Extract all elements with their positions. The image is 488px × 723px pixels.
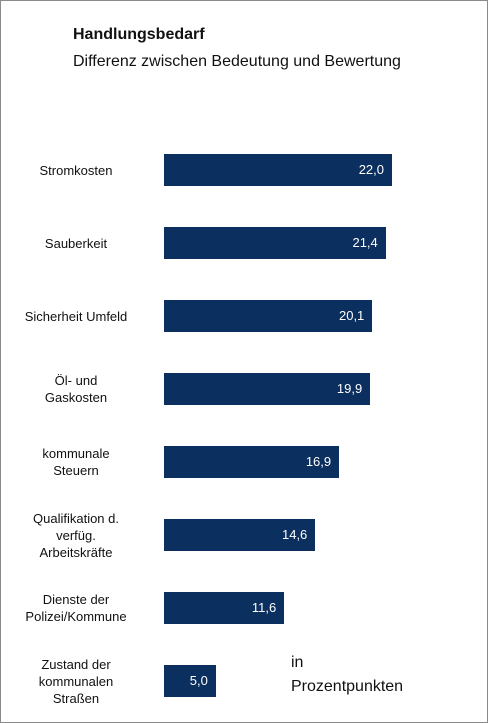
- category-label-line: Polizei/Kommune: [25, 609, 127, 624]
- bar: 16,9: [164, 446, 340, 478]
- category-label-line: Zustand der: [41, 656, 111, 672]
- category-label-line: Sicherheit Umfeld: [24, 308, 128, 324]
- category-label: Sauberkeit: [1, 235, 151, 252]
- category-label-line: Arbeitskräfte: [39, 544, 113, 560]
- category-label-line: Sauberkeit: [44, 235, 108, 251]
- category-label-line: Stromkosten: [39, 162, 113, 178]
- chart-subtitle: Differenz zwischen Bedeutung und Bewertu…: [73, 53, 401, 70]
- category-label-line: Gaskosten: [44, 390, 108, 405]
- category-label: Öl- und Gaskosten: [1, 372, 151, 406]
- bar-value-label: 22,0: [358, 162, 384, 177]
- category-label-line: kommunale: [42, 446, 110, 461]
- bar-value-label: 5,0: [189, 673, 208, 688]
- bar: 14,6: [164, 519, 316, 551]
- bar-value-label: 19,9: [336, 381, 363, 396]
- category-label-line: verfüg.: [56, 527, 96, 543]
- category-label: Stromkosten: [1, 162, 151, 179]
- category-label-line: Qualifikation d.: [33, 510, 119, 526]
- category-label-line: Steuern: [53, 463, 99, 478]
- bar-value-label: 21,4: [352, 235, 378, 250]
- unit-label: in Prozentpunkten: [291, 651, 403, 699]
- category-label: Qualifikation d. verfüg. Arbeitskräfte: [1, 510, 151, 561]
- category-label: kommunale Steuern: [1, 445, 151, 479]
- category-label-line: kommunalen: [38, 673, 114, 689]
- chart-title: Handlungsbedarf: [73, 26, 205, 43]
- bar: 21,4: [164, 227, 386, 259]
- category-label: Dienste der Polizei/Kommune: [1, 591, 151, 625]
- bar-value-label: 14,6: [281, 527, 308, 542]
- category-label-line: Dienste der: [42, 592, 110, 607]
- bar-value-label: 16,9: [305, 454, 332, 469]
- bar-value-label: 20,1: [338, 308, 365, 323]
- bar: 5,0: [164, 665, 216, 697]
- category-label-line: Straßen: [52, 690, 100, 706]
- bar: 20,1: [164, 300, 373, 332]
- category-label: Sicherheit Umfeld: [1, 308, 151, 325]
- unit-label-line-2: Prozentpunkten: [291, 678, 404, 695]
- bar: 11,6: [164, 592, 285, 624]
- unit-label-line-1: in: [291, 654, 304, 671]
- bar: 22,0: [164, 154, 392, 186]
- bar: 19,9: [164, 373, 371, 405]
- category-label: Zustand der kommunalen Straßen: [1, 656, 151, 707]
- bar-value-label: 11,6: [251, 600, 277, 615]
- category-label-line: Öl- und: [54, 373, 98, 388]
